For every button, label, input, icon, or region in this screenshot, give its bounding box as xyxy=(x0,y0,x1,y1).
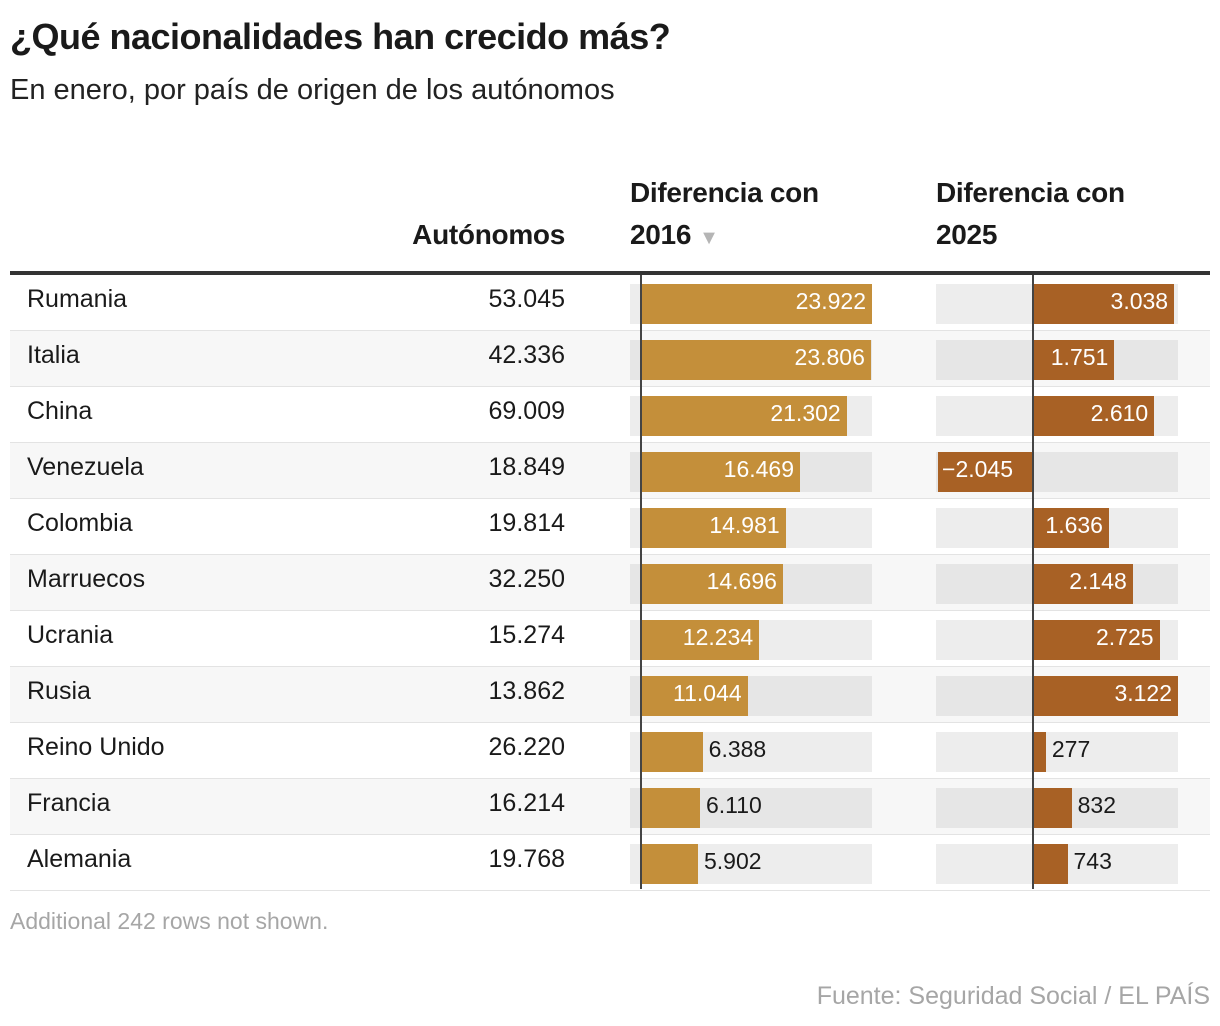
autonomos-value: 15.274 xyxy=(488,621,565,649)
bar-label-d2025: 2.725 xyxy=(1096,624,1154,650)
bar-d2025 xyxy=(1033,284,1175,324)
header-autonomos[interactable]: Autónomos xyxy=(412,219,565,250)
autonomos-value: 69.009 xyxy=(488,397,565,425)
table-row: Marruecos 32.250 14.696 2.148 xyxy=(10,555,1210,611)
bar-label-d2016: 14.981 xyxy=(709,512,780,538)
bar-label-d2025: 1.636 xyxy=(1045,512,1103,538)
sort-down-icon: ▼ xyxy=(699,227,719,249)
bar-d2025 xyxy=(1033,844,1068,884)
table-row: Rusia 13.862 11.044 3.122 xyxy=(10,667,1210,723)
bar-label-d2016: 11.044 xyxy=(673,680,742,706)
country-name: Reino Unido xyxy=(27,733,165,761)
autonomos-value: 42.336 xyxy=(488,341,565,369)
autonomos-value: 19.814 xyxy=(488,509,565,537)
header-diff-2025[interactable]: Diferencia con 2025 xyxy=(936,177,1125,250)
bar-d2025 xyxy=(1033,396,1155,436)
autonomos-value: 26.220 xyxy=(488,733,565,761)
bar-d2025 xyxy=(1033,508,1109,548)
bar-d2016 xyxy=(641,788,700,828)
bar-d2016 xyxy=(641,676,748,716)
bar-d2025 xyxy=(1033,788,1072,828)
country-name: Venezuela xyxy=(27,453,144,481)
bar-label-d2016: 23.806 xyxy=(794,344,865,370)
bar-d2016 xyxy=(641,732,703,772)
chart-title: ¿Qué nacionalidades han crecido más? xyxy=(10,16,671,57)
country-name: China xyxy=(27,397,93,425)
bar-d2016 xyxy=(641,508,786,548)
autonomos-value: 32.250 xyxy=(488,565,565,593)
table-row: Rumania 53.045 23.922 3.038 xyxy=(10,275,1210,331)
table-row: China 69.009 21.302 2.610 xyxy=(10,387,1210,443)
table-row: Reino Unido 26.220 6.388 277 xyxy=(10,723,1210,779)
header-diff-2016[interactable]: Diferencia con 2016 ▼ xyxy=(630,172,860,259)
bar-label-d2016: 23.922 xyxy=(795,288,866,314)
bar-label-d2025: 277 xyxy=(1051,736,1091,762)
bar-label-d2016: 6.110 xyxy=(706,792,762,818)
table-row: Alemania 19.768 5.902 743 xyxy=(10,835,1210,891)
bar-label-d2025: 3.122 xyxy=(1114,680,1172,706)
bar-label-d2016: 6.388 xyxy=(708,736,767,762)
country-name: Francia xyxy=(27,789,111,817)
bar-d2016 xyxy=(641,452,801,492)
table-row: Colombia 19.814 14.981 1.636 xyxy=(10,499,1210,555)
table-row: Italia 42.336 23.806 1.751 xyxy=(10,331,1210,387)
bar-d2025 xyxy=(1033,620,1160,660)
country-name: Italia xyxy=(27,341,80,369)
bar-d2016 xyxy=(641,396,847,436)
zero-axis-2016 xyxy=(640,275,642,889)
header-divider xyxy=(10,271,1210,275)
chart-subtitle: En enero, por país de origen de los autó… xyxy=(10,74,615,106)
autonomos-value: 13.862 xyxy=(488,677,565,705)
table-body: Rumania 53.045 23.922 3.038 Italia 42.336 23.8… xyxy=(10,275,1210,891)
bar-label-d2025: 743 xyxy=(1073,848,1112,874)
bar-d2025 xyxy=(938,452,1033,492)
country-name: Marruecos xyxy=(27,565,146,593)
bar-d2025 xyxy=(1033,340,1115,380)
country-name: Ucrania xyxy=(27,621,114,649)
bar-d2025 xyxy=(1033,676,1178,716)
bar-d2016 xyxy=(641,620,760,660)
country-name: Alemania xyxy=(27,845,132,873)
country-name: Colombia xyxy=(27,509,133,537)
bar-label-d2016: 12.234 xyxy=(682,624,754,650)
bar-label-d2016: 16.469 xyxy=(723,456,795,482)
bar-d2016 xyxy=(641,844,698,884)
bar-d2016 xyxy=(641,340,871,380)
bar-label-d2025: 3.038 xyxy=(1110,288,1169,314)
source: Fuente: Seguridad Social / EL PAÍS xyxy=(816,982,1210,1010)
bar-label-d2025: −2.045 xyxy=(942,456,1014,482)
bar-track xyxy=(936,732,1178,772)
zero-axis-2025 xyxy=(1032,275,1034,889)
rows-not-shown-note: Additional 242 rows not shown. xyxy=(10,908,329,934)
bar-d2016 xyxy=(641,564,783,604)
bar-label-d2016: 21.302 xyxy=(770,400,841,426)
bar-label-d2016: 5.902 xyxy=(703,848,762,874)
bar-label-d2025: 832 xyxy=(1077,792,1117,818)
country-name: Rusia xyxy=(27,677,91,705)
bar-label-d2025: 2.148 xyxy=(1069,568,1127,594)
autonomos-value: 53.045 xyxy=(488,285,565,313)
autonomos-value: 18.849 xyxy=(488,453,565,481)
bar-d2025 xyxy=(1033,564,1133,604)
bar-label-d2016: 14.696 xyxy=(706,568,777,594)
bar-label-d2025: 2.610 xyxy=(1090,400,1149,426)
bar-d2025 xyxy=(1033,732,1046,772)
autonomos-value: 16.214 xyxy=(488,789,565,817)
header-diff-2016-label: Diferencia con 2016 xyxy=(630,177,819,250)
table-row: Venezuela 18.849 16.469 −2.045 xyxy=(10,443,1210,499)
table-row: Francia 16.214 6.110 832 xyxy=(10,779,1210,835)
country-name: Rumania xyxy=(27,285,128,313)
table-row: Ucrania 15.274 12.234 2.725 xyxy=(10,611,1210,667)
bar-label-d2025: 1.751 xyxy=(1050,344,1109,370)
bar-d2016 xyxy=(641,284,872,324)
autonomos-value: 19.768 xyxy=(488,845,565,873)
